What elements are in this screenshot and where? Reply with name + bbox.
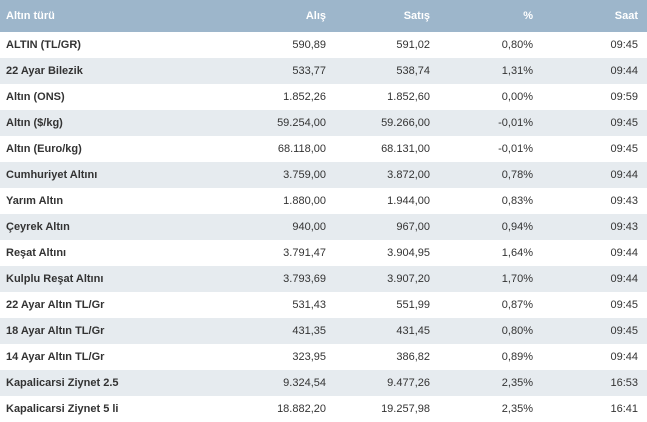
header-cell: Satış [326,0,430,32]
gold-type-cell: Cumhuriyet Altını [0,162,170,188]
value-cell: 1.880,00 [283,195,326,207]
gold-type-cell: Kulplu Reşat Altını [0,266,170,292]
value-cell: 1.852,60 [387,91,430,103]
value-cell: 1.852,26 [283,91,326,103]
gold-type-cell: Kapalicarsi Ziynet 5 li [6,403,119,415]
value-cell: 3.904,95 [387,247,430,259]
value-cell: 9.324,54 [170,370,326,396]
value-cell: 09:44 [533,162,647,188]
value-cell: 16:53 [533,370,647,396]
value-cell: 967,00 [326,214,430,240]
table-row: 22 Ayar Bilezik 533,77 538,74 1,31% 09:44 [0,58,647,84]
value-cell: 2,35% [430,370,533,396]
value-cell: 3.791,47 [283,247,326,259]
value-cell: 09:44 [610,247,638,259]
value-cell: 3.759,00 [170,162,326,188]
table-row: Cumhuriyet Altını 3.759,00 3.872,00 0,78% 09… [0,162,647,188]
table-row: Altın (ONS) 1.852,26 1.852,60 0,00% 09:59 [0,84,647,110]
value-cell: 3.872,00 [326,162,430,188]
value-cell: 538,74 [326,58,430,84]
value-cell: 09:45 [610,299,638,311]
value-cell: 09:43 [533,214,647,240]
gold-type-cell: 22 Ayar Bilezik [0,58,170,84]
gold-type-cell: 18 Ayar Altın TL/Gr [0,318,170,344]
value-cell: 0,80% [501,39,533,51]
table-row: 18 Ayar Altın TL/Gr 431,35 431,45 0,80% 09:4… [0,318,647,344]
value-cell: 09:45 [610,39,638,51]
value-cell: 59.266,00 [326,110,430,136]
table-row: 22 Ayar Altın TL/Gr 531,43 551,99 0,87% 09:4… [0,292,647,318]
value-cell: 59.254,00 [170,110,326,136]
value-cell: 533,77 [170,58,326,84]
value-cell: 386,82 [396,351,430,363]
table-row: Kulplu Reşat Altını 3.793,69 3.907,20 1,70%… [0,266,647,292]
value-cell: -0,01% [498,143,533,155]
value-cell: 3.793,69 [170,266,326,292]
value-cell: 68.118,00 [277,143,326,155]
value-cell: 591,02 [396,39,430,51]
value-cell: 09:44 [533,58,647,84]
header-cell: Saat [533,0,647,32]
value-cell: 09:59 [610,91,638,103]
value-cell: 09:43 [610,195,638,207]
value-cell: 551,99 [396,299,430,311]
value-cell: 09:44 [533,266,647,292]
value-cell: 0,80% [430,318,533,344]
gold-type-cell: Reşat Altını [6,247,67,259]
gold-type-cell: Altın ($/kg) [0,110,170,136]
value-cell: 0,83% [501,195,533,207]
value-cell: 09:45 [533,110,647,136]
table-row: Kapalicarsi Ziynet 2.5 9.324,54 9.477,26 2,… [0,370,647,396]
table-row: Altın ($/kg) 59.254,00 59.266,00 -0,01% 09:4… [0,110,647,136]
value-cell: 1.944,00 [387,195,430,207]
value-cell: 431,35 [170,318,326,344]
table-row: Reşat Altını 3.791,47 3.904,95 1,64% 09:44 [0,240,647,266]
value-cell: 09:45 [610,143,638,155]
header-cell: Alış [170,0,326,32]
gold-type-cell: Altın (Euro/kg) [6,143,82,155]
value-cell: 1,64% [501,247,533,259]
table-row: 14 Ayar Altın TL/Gr 323,95 386,82 0,89% 09:4… [0,344,647,370]
table-row: Yarım Altın 1.880,00 1.944,00 0,83% 09:43 [0,188,647,214]
header-cell: % [430,0,533,32]
value-cell: 531,43 [292,299,326,311]
value-cell: 0,78% [430,162,533,188]
gold-type-cell: Altın (ONS) [6,91,65,103]
value-cell: 1,31% [430,58,533,84]
value-cell: -0,01% [430,110,533,136]
value-cell: 09:45 [533,318,647,344]
value-cell: 0,00% [501,91,533,103]
value-cell: 68.131,00 [381,143,430,155]
value-cell: 9.477,26 [326,370,430,396]
value-cell: 16:41 [610,403,638,415]
gold-type-cell: Çeyrek Altın [0,214,170,240]
value-cell: 0,89% [501,351,533,363]
value-cell: 18.882,20 [277,403,326,415]
table-row: Altın (Euro/kg) 68.118,00 68.131,00 -0,01% 0… [0,136,647,162]
value-cell: 19.257,98 [381,403,430,415]
gold-type-cell: 14 Ayar Altın TL/Gr [6,351,105,363]
value-cell: 0,94% [430,214,533,240]
value-cell: 590,89 [292,39,326,51]
header-row: Altın türü Alış Satış% Saat [0,0,647,32]
value-cell: 0,87% [501,299,533,311]
value-cell: 323,95 [292,351,326,363]
gold-type-cell: Yarım Altın [6,195,64,207]
value-cell: 431,45 [326,318,430,344]
value-cell: 940,00 [170,214,326,240]
gold-type-cell: ALTIN (TL/GR) [6,39,81,51]
table-row: Çeyrek Altın 940,00 967,00 0,94% 09:43 [0,214,647,240]
value-cell: 1,70% [430,266,533,292]
value-cell: 2,35% [501,403,533,415]
header-cell: Altın türü [0,0,170,32]
value-cell: 09:44 [610,351,638,363]
table-row: Kapalicarsi Ziynet 5 li 18.882,20 19.257,9… [0,396,647,422]
table-row: ALTIN (TL/GR) 590,89 591,02 0,80% 09:45 [0,32,647,58]
value-cell: 3.907,20 [326,266,430,292]
gold-type-cell: Kapalicarsi Ziynet 2.5 [0,370,170,396]
gold-type-cell: 22 Ayar Altın TL/Gr [6,299,105,311]
